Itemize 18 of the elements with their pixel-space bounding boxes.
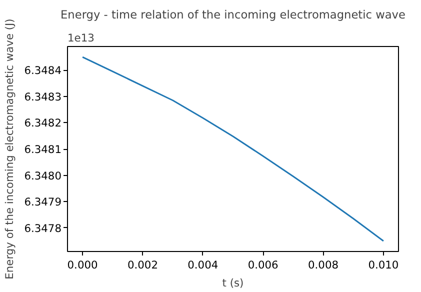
x-tick-label: 0.008 xyxy=(308,258,339,272)
x-tick-label: 0.006 xyxy=(248,258,279,272)
x-tick-label: 0.004 xyxy=(188,258,218,272)
x-tick-label: 0.000 xyxy=(67,258,98,272)
y-tick-label: 6.3482 xyxy=(24,116,62,130)
x-tick-label: 0.010 xyxy=(368,258,399,272)
line-series xyxy=(82,56,384,242)
y-tick-label: 6.3480 xyxy=(24,169,62,182)
y-axis-title: Energy of the incoming electromagnetic wave (J) xyxy=(3,18,16,280)
x-axis-title: t (s) xyxy=(222,276,244,290)
x-tick-label: 0.002 xyxy=(127,258,158,272)
y-tick-label: 6.3481 xyxy=(24,143,62,156)
y-tick-label: 6.3484 xyxy=(24,64,62,78)
text: 1e13 xyxy=(68,32,94,44)
chart-title: Energy - time relation of the incoming electromagnetic wave xyxy=(60,8,406,22)
y-tick-label: 6.3479 xyxy=(24,196,62,209)
y-tick-label: 6.3478 xyxy=(24,222,62,235)
y-tick-label: 6.3483 xyxy=(24,90,62,104)
